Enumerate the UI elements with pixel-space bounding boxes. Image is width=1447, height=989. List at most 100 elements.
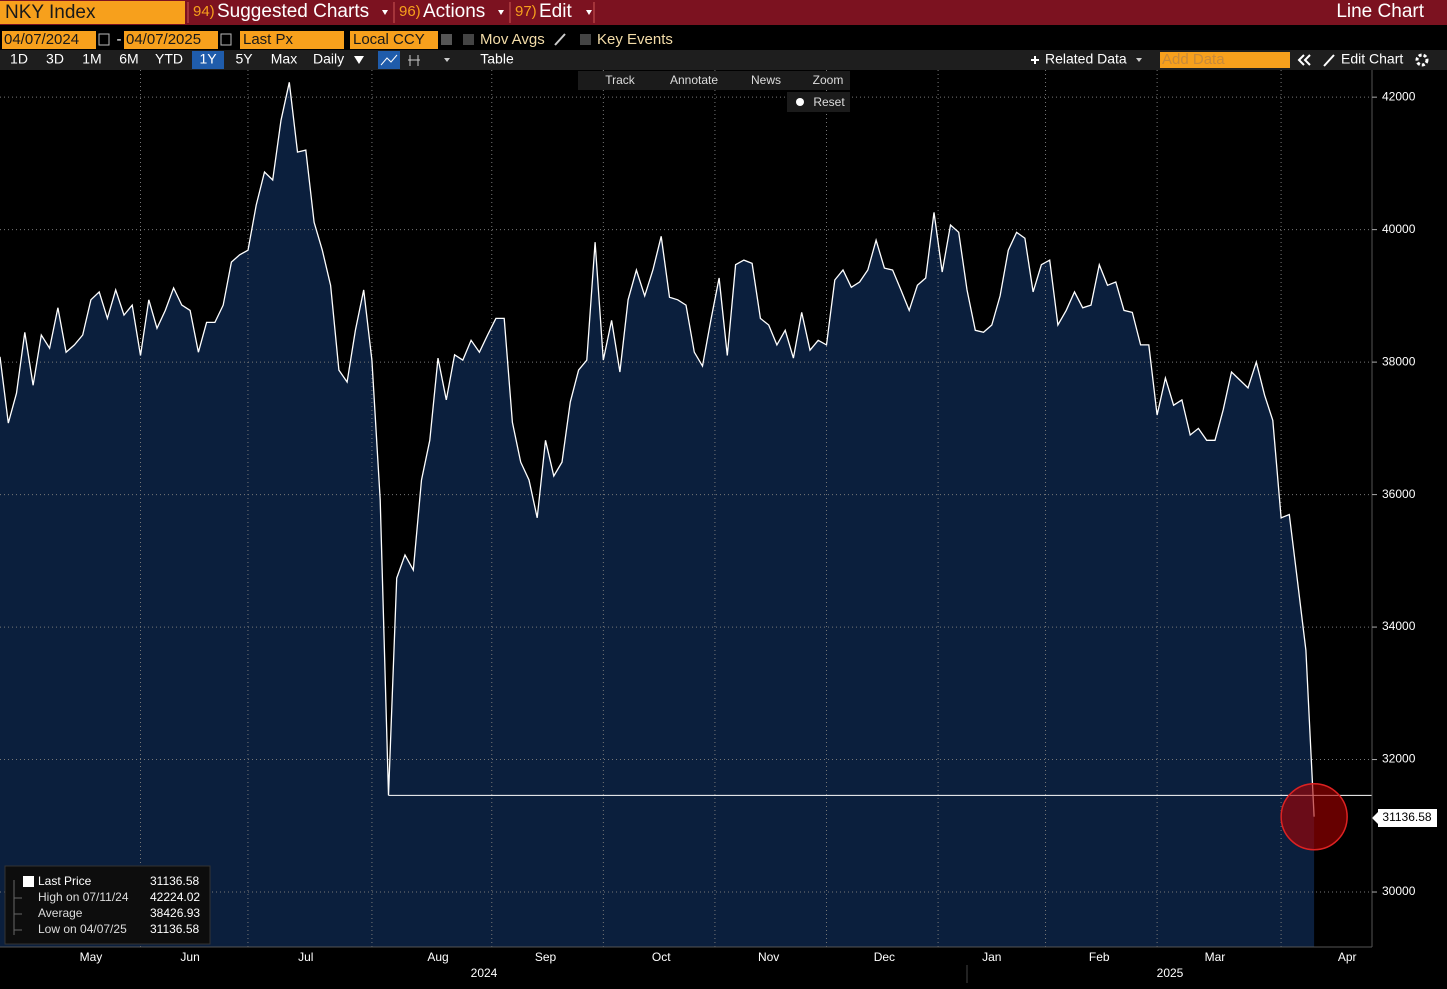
related-data[interactable]: Related Data: [1045, 51, 1127, 67]
menu-number: 94): [193, 3, 215, 20]
frequency[interactable]: Daily: [313, 51, 344, 67]
tag-arrow: [1372, 812, 1378, 824]
line-icon: [380, 54, 398, 66]
area: [0, 82, 1315, 948]
legend-label: Average: [38, 906, 83, 920]
period-button[interactable]: 1Y: [199, 51, 217, 67]
calendar-icon[interactable]: [220, 33, 232, 46]
plus-icon[interactable]: [1031, 56, 1039, 64]
dropdown[interactable]: [354, 56, 364, 64]
end-date: 04/07/2025: [126, 31, 201, 48]
x-tick-label: Nov: [758, 950, 779, 964]
option: Mov Avgs: [480, 31, 545, 48]
y-tick-label: 34000: [1382, 619, 1416, 633]
menu-number: 97): [515, 3, 537, 20]
tools-bar: [578, 71, 850, 90]
y-tick-label: 42000: [1382, 89, 1416, 103]
x-tick-label: Jul: [298, 950, 313, 964]
reset-icon: [796, 98, 804, 106]
x-tick-label: Feb: [1089, 950, 1110, 964]
end-date-field[interactable]: [124, 31, 218, 49]
legend-label: High on 07/11/24: [38, 890, 129, 904]
x-tick-label: Dec: [874, 950, 895, 964]
option: Key Events: [597, 31, 673, 48]
tool-button[interactable]: Track: [605, 73, 636, 87]
header-bar: [0, 0, 1447, 25]
ticker-field[interactable]: [0, 1, 185, 24]
dropdown[interactable]: [382, 10, 388, 15]
tool-button[interactable]: Zoom: [813, 73, 844, 87]
x-tick-label: Mar: [1205, 950, 1226, 964]
reset-button[interactable]: [787, 92, 850, 112]
pencil-icon[interactable]: [554, 33, 566, 46]
legend-box: [4, 865, 211, 945]
period-button[interactable]: YTD: [155, 51, 183, 67]
dropdown[interactable]: [586, 10, 592, 15]
field: Last Px: [243, 31, 294, 48]
legend-value: 38426.93: [150, 906, 200, 920]
reset[interactable]: Reset: [813, 95, 845, 109]
year-label: 2025: [1157, 966, 1184, 980]
collapse-icon[interactable]: [1297, 54, 1311, 66]
legend-value: 31136.58: [150, 874, 199, 888]
calendar-icon[interactable]: [98, 33, 110, 46]
period-button[interactable]: 1M: [82, 51, 101, 67]
legend-value: 31136.58: [150, 922, 199, 936]
x-tick-label: Apr: [1338, 950, 1357, 964]
year-label: 2024: [471, 966, 498, 980]
toolbar: [0, 50, 1447, 70]
currency: Local CCY: [353, 31, 425, 48]
legend-value: 42224.02: [150, 890, 200, 904]
y-tick-label: 36000: [1382, 487, 1416, 501]
x-tick-label: Aug: [427, 950, 448, 964]
currency-select[interactable]: [350, 31, 438, 49]
x-tick-label: Sep: [535, 950, 557, 964]
price-line: [0, 82, 1315, 817]
menu-number: 96): [399, 3, 421, 20]
start-date-field[interactable]: [2, 31, 96, 49]
x-tick-label: Jun: [180, 950, 199, 964]
edit-chart[interactable]: Edit Chart: [1341, 51, 1403, 67]
start-date: 04/07/2024: [4, 31, 79, 48]
y-tick-label: 38000: [1382, 354, 1416, 368]
checkbox[interactable]: [580, 34, 591, 45]
y-tick-label: 30000: [1382, 884, 1416, 898]
period-button[interactable]: 3D: [46, 51, 64, 67]
period-button[interactable]: 1D: [10, 51, 28, 67]
x-tick-label: Oct: [652, 950, 671, 964]
pencil-icon[interactable]: [1323, 54, 1335, 67]
add-data: Add Data: [1162, 51, 1225, 68]
x-tick-label: Jan: [982, 950, 1001, 964]
legend-swatch: [23, 876, 34, 887]
table-button[interactable]: Table: [480, 51, 514, 67]
field-select[interactable]: [240, 31, 344, 49]
chart-type: Line Chart: [1336, 1, 1424, 22]
legend-tree: [13, 880, 22, 935]
date-separator: -: [117, 31, 122, 48]
y-tick-label: 40000: [1382, 222, 1416, 236]
last-point-marker: [1280, 782, 1348, 851]
x-tick-label: May: [80, 950, 103, 964]
last-price-label: 31136.58: [1382, 810, 1431, 824]
period-button[interactable]: 5Y: [235, 51, 253, 67]
bar-icon[interactable]: [408, 55, 420, 66]
menu[interactable]: Edit: [539, 1, 572, 22]
last-price-tag: [1378, 809, 1437, 827]
period-button[interactable]: Max: [271, 51, 297, 67]
menu[interactable]: Actions: [423, 1, 485, 22]
dropdown[interactable]: [441, 34, 452, 45]
y-tick-label: 32000: [1382, 752, 1416, 766]
dropdown[interactable]: [444, 58, 450, 62]
checkbox[interactable]: [463, 34, 474, 45]
add-data-field[interactable]: [1160, 52, 1290, 68]
menu[interactable]: Suggested Charts: [217, 1, 369, 22]
tool-button[interactable]: News: [751, 73, 781, 87]
period-button[interactable]: 6M: [119, 51, 138, 67]
legend-label: Last Price: [38, 874, 92, 888]
gear-icon[interactable]: [1415, 53, 1429, 67]
dropdown[interactable]: [498, 10, 504, 15]
dropdown[interactable]: [1136, 58, 1142, 62]
tool-button[interactable]: Annotate: [670, 73, 718, 87]
